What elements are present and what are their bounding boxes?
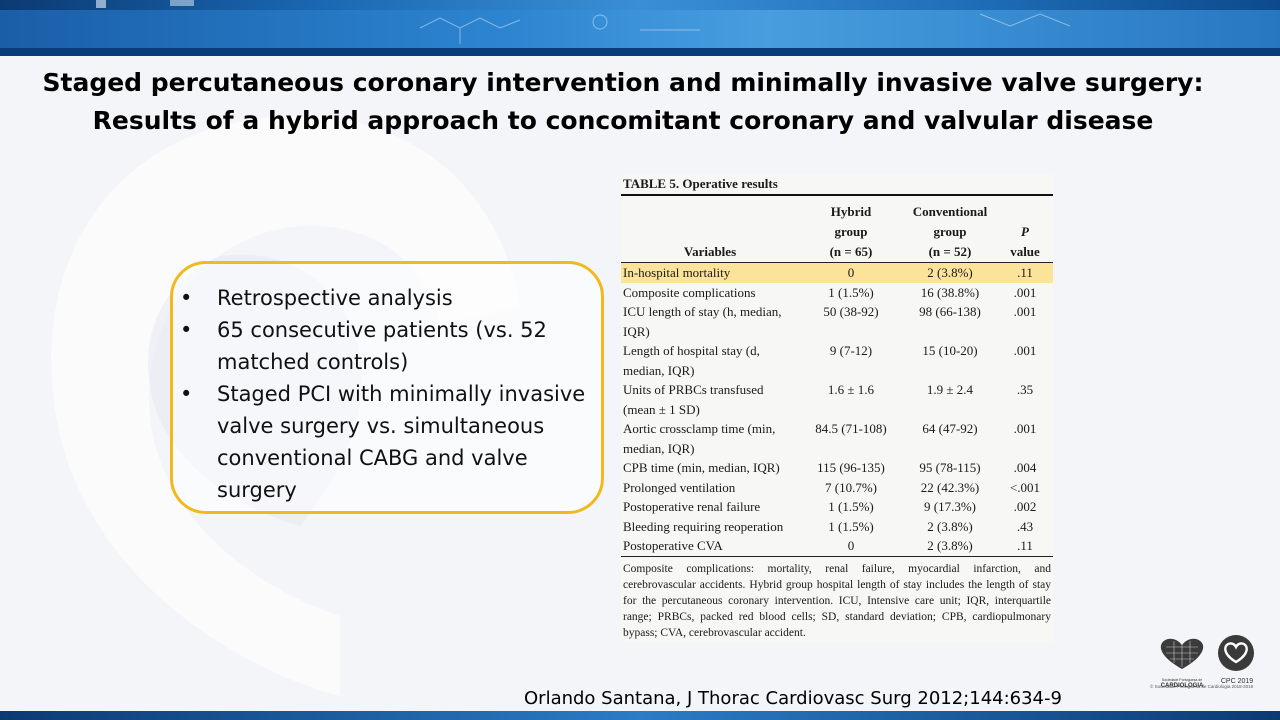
table-row: In-hospital mortality 0 2 (3.8%) .11 (621, 263, 1053, 283)
bullet-text: Retrospective analysis (217, 286, 453, 310)
table-cell-p: .35 (1016, 382, 1034, 397)
table-cell-variable: Postoperative renal failure (623, 499, 761, 514)
table-cell-p: .001 (1013, 343, 1037, 358)
bullet-text: 65 consecutive patients (vs. 52 matched … (217, 318, 547, 374)
table-row: Units of PRBCs transfused (mean ± 1 SD) 1… (621, 380, 1053, 419)
cpc-logo: CPC 2019 (1214, 633, 1260, 695)
table-row: Bleeding requiring reoperation 1 (1.5%) 2 … (621, 517, 1053, 537)
table-cell-p: .11 (1017, 265, 1033, 280)
banner-bottom-bar (0, 48, 1280, 56)
table-cell-conventional: 64 (47-92) (922, 421, 978, 436)
table-cell-hybrid: 84.5 (71-108) (815, 421, 887, 436)
operative-results-table: TABLE 5. Operative results Variables Hyb… (621, 174, 1053, 642)
table-cell-variable: ICU length of stay (h, median, IQR) (623, 304, 782, 339)
table-cell-p: .43 (1016, 518, 1034, 534)
footer-bar (0, 711, 1280, 720)
table-cell-conventional: 1.9 ± 2.4 (926, 382, 974, 397)
table-cell-variable: Composite complications (623, 284, 756, 300)
table-cell-p: .11 (1017, 538, 1033, 553)
table-title: TABLE 5. Operative results (623, 176, 778, 191)
header-variables: Variables (683, 244, 737, 259)
bullet-marker: • (180, 318, 193, 342)
spc-name: CARDIOLOGIA (1160, 683, 1204, 689)
bullet-item: • Retrospective analysis (180, 282, 600, 314)
table-row: ICU length of stay (h, median, IQR) 50 (3… (621, 302, 1053, 341)
table-cell-p: .001 (1013, 284, 1037, 300)
bullet-text: Staged PCI with minimally invasive valve… (217, 382, 586, 502)
table-cell-conventional: 15 (10-20) (922, 343, 978, 358)
table-cell-hybrid: 50 (38-92) (823, 304, 879, 319)
title-line-1: Staged percutaneous coronary interventio… (42, 68, 1204, 97)
table-cell-variable: Length of hospital stay (d, median, IQR) (623, 343, 760, 378)
table-cell-conventional: 16 (38.8%) (920, 284, 980, 300)
table-top-rule (621, 194, 1053, 196)
header-banner (0, 0, 1280, 56)
table-cell-conventional: 9 (17.3%) (924, 499, 976, 514)
table-cell-p: .001 (1013, 304, 1037, 319)
table-cell-variable: Bleeding requiring reoperation (623, 518, 784, 534)
bullet-item: • Staged PCI with minimally invasive valv… (180, 378, 600, 506)
table-cell-hybrid: 0 (847, 538, 855, 553)
table-row: Prolonged ventilation 7 (10.7%) 22 (42.3%)… (621, 478, 1053, 498)
table-row: Composite complications 1 (1.5%) 16 (38.8%… (621, 283, 1053, 303)
spc-small-text: Sociedade Portuguesa de (1161, 678, 1203, 682)
table-cell-variable: CPB time (min, median, IQR) (623, 460, 780, 475)
table-cell-hybrid: 1.6 ± 1.6 (827, 382, 875, 397)
table-cell-conventional: 98 (66-138) (919, 304, 981, 319)
table-cell-variable: In-hospital mortality (623, 265, 731, 280)
table-cell-variable: Aortic crossclamp time (min, median, IQR… (623, 421, 776, 456)
table-cell-conventional: 22 (42.3%) (920, 479, 980, 495)
table-cell-hybrid: 9 (7-12) (829, 343, 873, 358)
title-line-2: Results of a hybrid approach to concomit… (92, 106, 1154, 135)
copyright-text: © Sociedade Portuguesa de Cardiologia 20… (1150, 684, 1254, 689)
table-cell-conventional: 2 (3.8%) (927, 518, 973, 534)
table-cell-p: .001 (1013, 421, 1037, 436)
table-cell-variable: Prolonged ventilation (623, 479, 736, 495)
summary-bullets: • Retrospective analysis • 65 consecutive … (180, 282, 600, 506)
table-cell-hybrid: 0 (847, 265, 855, 280)
table-cell-p: <.001 (1009, 479, 1041, 495)
spc-heart-icon (1160, 638, 1204, 669)
table-row: Aortic crossclamp time (min, median, IQR… (621, 419, 1053, 458)
table-cell-conventional: 2 (3.8%) (927, 265, 973, 280)
table-bottom-rule (621, 555, 1053, 557)
table-row: Length of hospital stay (d, median, IQR)… (621, 341, 1053, 380)
table-footnote: Composite complications: mortality, rena… (623, 562, 1051, 640)
table-cell-conventional: 95 (78-115) (919, 460, 981, 475)
table-cell-hybrid: 7 (10.7%) (825, 479, 877, 495)
bullet-item: • 65 consecutive patients (vs. 52 matched… (180, 314, 600, 378)
summary-box (170, 261, 604, 514)
cpc-name: CPC 2019 (1220, 678, 1254, 685)
table-row: Postoperative renal failure 1 (1.5%) 9 (17… (621, 497, 1053, 517)
table-row: Postoperative CVA 0 2 (3.8%) .11 (621, 536, 1053, 556)
spc-logo: Sociedade Portuguesa de CARDIOLOGIA (1152, 633, 1212, 695)
table-cell-p: .002 (1013, 499, 1037, 514)
slide-title: Staged percutaneous coronary interventio… (0, 64, 1246, 140)
header-p-value: P value (1010, 224, 1040, 259)
bullet-marker: • (180, 286, 193, 310)
table-cell-variable: Units of PRBCs transfused (mean ± 1 SD) (623, 382, 764, 417)
table-cell-variable: Postoperative CVA (623, 538, 723, 553)
banner-stripe (0, 10, 1280, 48)
table-body: In-hospital mortality 0 2 (3.8%) .11 Composi… (621, 263, 1053, 556)
molecule-decoration-icon (96, 0, 1071, 44)
table-row: CPB time (min, median, IQR) 115 (96-135) 9… (621, 458, 1053, 478)
table-header-rule (621, 262, 1053, 263)
table-cell-p: .004 (1013, 460, 1037, 475)
header-conventional: Conventional group (n = 52) (912, 204, 988, 259)
table-cell-hybrid: 1 (1.5%) (828, 518, 874, 534)
cpc-heart-icon (1218, 635, 1254, 671)
citation: Orlando Santana, J Thorac Cardiovasc Sur… (524, 688, 1062, 709)
table-cell-hybrid: 1 (1.5%) (828, 284, 874, 300)
bullet-marker: • (180, 382, 193, 406)
table-cell-hybrid: 115 (96-135) (817, 460, 885, 475)
header-hybrid: Hybrid group (n = 65) (829, 204, 873, 259)
table-cell-conventional: 2 (3.8%) (927, 538, 973, 553)
table-header: Variables Hybrid group (n = 65) Conventi… (621, 196, 1053, 262)
table-cell-hybrid: 1 (1.5%) (828, 499, 874, 514)
